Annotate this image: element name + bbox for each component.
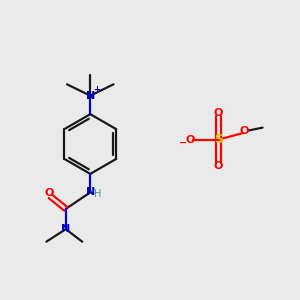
Text: O: O: [44, 188, 53, 198]
Text: N: N: [86, 188, 95, 197]
Text: N: N: [61, 224, 70, 234]
Text: O: O: [185, 134, 194, 145]
Text: O: O: [214, 161, 224, 171]
Text: O: O: [240, 126, 249, 136]
Text: O: O: [214, 108, 224, 118]
Text: +: +: [93, 85, 100, 94]
Text: S: S: [214, 133, 223, 146]
Text: −: −: [179, 138, 187, 148]
Text: H: H: [94, 189, 102, 199]
Text: N: N: [86, 91, 95, 101]
